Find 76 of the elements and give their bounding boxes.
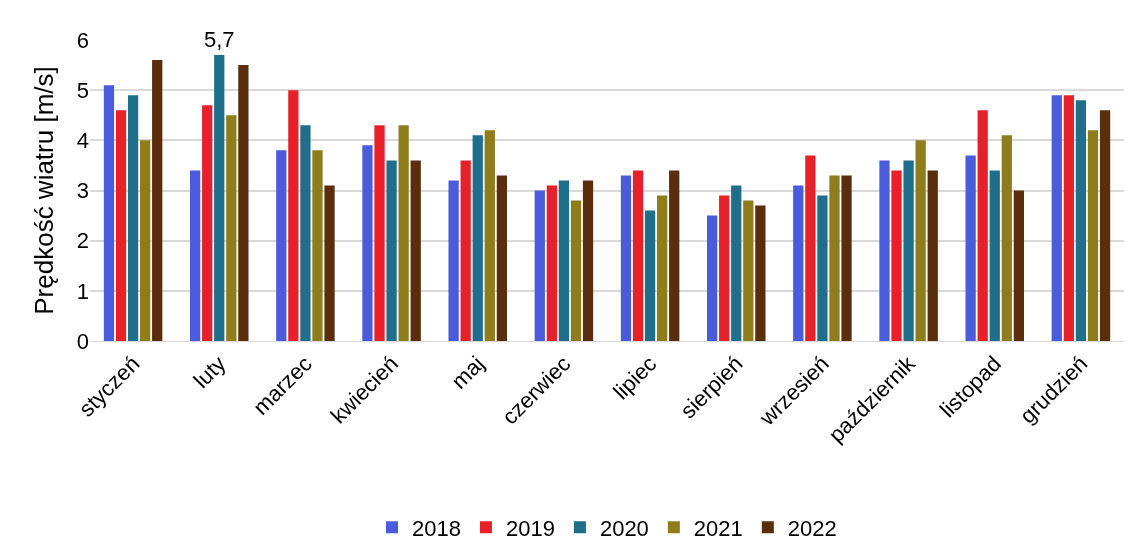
bar bbox=[410, 160, 421, 341]
bar bbox=[324, 185, 335, 341]
x-tick-label: luty bbox=[188, 351, 231, 393]
bar bbox=[644, 210, 656, 341]
y-tick-label: 2 bbox=[76, 228, 89, 254]
bar bbox=[1013, 190, 1024, 341]
bar bbox=[1063, 95, 1074, 341]
bar bbox=[657, 195, 668, 341]
bar bbox=[707, 215, 718, 341]
legend-label: 2020 bbox=[599, 515, 649, 541]
y-tick-label: 6 bbox=[76, 27, 89, 53]
bar bbox=[140, 140, 151, 341]
bar bbox=[362, 145, 373, 341]
y-tick-label: 4 bbox=[76, 128, 89, 154]
bar bbox=[202, 105, 213, 341]
bar bbox=[632, 170, 644, 341]
bar bbox=[743, 200, 754, 341]
bar bbox=[300, 125, 311, 341]
bar bbox=[793, 185, 804, 341]
bar bbox=[817, 195, 828, 341]
bar bbox=[1075, 100, 1087, 341]
bar bbox=[546, 185, 557, 341]
bar bbox=[374, 125, 385, 341]
bar bbox=[1001, 135, 1012, 341]
legend-label: 2019 bbox=[505, 515, 555, 541]
bar bbox=[214, 55, 225, 341]
bar bbox=[1099, 110, 1111, 341]
bar bbox=[115, 110, 127, 341]
bar bbox=[829, 175, 840, 341]
bar bbox=[582, 180, 594, 341]
bar bbox=[570, 200, 582, 341]
y-tick-label: 1 bbox=[76, 278, 89, 304]
bar bbox=[472, 135, 483, 341]
legend-label: 2021 bbox=[693, 515, 743, 541]
bar bbox=[152, 60, 163, 341]
bar bbox=[731, 185, 742, 341]
bar bbox=[965, 155, 976, 341]
bar bbox=[238, 65, 249, 341]
bar bbox=[719, 195, 730, 341]
bar bbox=[989, 170, 1000, 341]
bar bbox=[841, 175, 852, 341]
bar bbox=[915, 140, 926, 341]
bar bbox=[448, 180, 459, 341]
bar bbox=[1087, 130, 1099, 341]
bar bbox=[226, 115, 237, 341]
bar bbox=[398, 125, 409, 341]
y-tick-label: 5 bbox=[76, 77, 89, 103]
bar bbox=[276, 150, 287, 341]
bar bbox=[903, 160, 914, 341]
bar bbox=[496, 175, 507, 341]
bar bbox=[620, 175, 632, 341]
bar bbox=[879, 160, 890, 341]
bar bbox=[891, 170, 902, 341]
bar bbox=[386, 160, 397, 341]
bar bbox=[312, 150, 323, 341]
bar bbox=[755, 205, 766, 341]
legend-label: 2022 bbox=[787, 515, 837, 541]
y-tick-label: 0 bbox=[76, 328, 89, 354]
bar bbox=[484, 130, 495, 341]
bar bbox=[127, 95, 139, 341]
x-tick-label: maj bbox=[446, 351, 490, 394]
y-axis-title: Prędkość wiatru [m/s] bbox=[29, 66, 60, 315]
bar bbox=[534, 190, 545, 341]
data-label: 5,7 bbox=[203, 27, 235, 53]
legend-label: 2018 bbox=[412, 515, 461, 541]
bar bbox=[190, 170, 201, 341]
bar bbox=[977, 110, 988, 341]
bar bbox=[669, 170, 680, 341]
bar bbox=[558, 180, 570, 341]
y-tick-label: 3 bbox=[76, 178, 89, 204]
bar bbox=[103, 85, 115, 341]
bar bbox=[460, 160, 471, 341]
bar bbox=[805, 155, 816, 341]
bar bbox=[288, 90, 299, 341]
bar bbox=[1051, 95, 1062, 341]
bar bbox=[927, 170, 938, 341]
